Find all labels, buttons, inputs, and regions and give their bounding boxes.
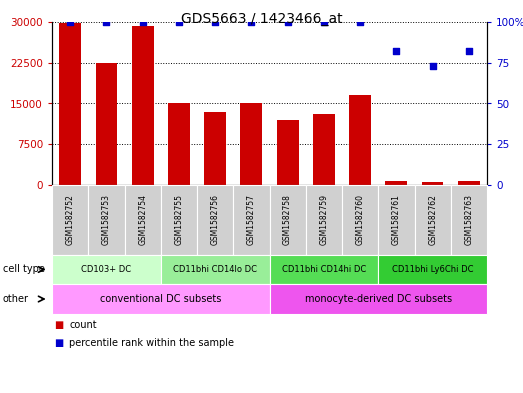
Text: CD103+ DC: CD103+ DC — [81, 265, 131, 274]
Text: monocyte-derived DC subsets: monocyte-derived DC subsets — [305, 294, 452, 304]
Point — [283, 19, 292, 25]
Text: GSM1582762: GSM1582762 — [428, 195, 437, 246]
Text: GSM1582763: GSM1582763 — [464, 195, 473, 246]
Bar — [349, 95, 371, 185]
Text: GSM1582761: GSM1582761 — [392, 195, 401, 246]
Text: GSM1582757: GSM1582757 — [247, 195, 256, 246]
Point — [428, 63, 437, 69]
Text: GSM1582758: GSM1582758 — [283, 195, 292, 246]
Point — [247, 19, 256, 25]
Point — [102, 19, 110, 25]
Text: percentile rank within the sample: percentile rank within the sample — [69, 338, 234, 348]
Text: GSM1582753: GSM1582753 — [102, 195, 111, 246]
Text: conventional DC subsets: conventional DC subsets — [100, 294, 221, 304]
Point — [139, 19, 147, 25]
Text: GSM1582754: GSM1582754 — [138, 195, 147, 246]
Bar — [168, 103, 190, 185]
Bar — [458, 181, 480, 185]
Text: other: other — [3, 294, 29, 304]
Point — [66, 19, 74, 25]
Text: CD11bhi Ly6Chi DC: CD11bhi Ly6Chi DC — [392, 265, 473, 274]
Text: cell type: cell type — [3, 264, 44, 274]
Bar — [313, 114, 335, 185]
Text: CD11bhi CD14lo DC: CD11bhi CD14lo DC — [173, 265, 257, 274]
Bar — [96, 63, 117, 185]
Bar — [422, 182, 444, 185]
Text: ■: ■ — [54, 338, 64, 348]
Text: count: count — [69, 320, 97, 330]
Bar — [59, 23, 81, 185]
Bar — [204, 112, 226, 185]
Point — [356, 19, 365, 25]
Point — [392, 48, 401, 55]
Point — [465, 48, 473, 55]
Bar — [277, 120, 299, 185]
Point — [211, 19, 219, 25]
Text: CD11bhi CD14hi DC: CD11bhi CD14hi DC — [282, 265, 366, 274]
Text: GSM1582755: GSM1582755 — [174, 195, 184, 246]
Bar — [385, 181, 407, 185]
Text: GSM1582752: GSM1582752 — [65, 195, 75, 246]
Point — [175, 19, 183, 25]
Bar — [241, 103, 262, 185]
Bar — [132, 26, 153, 185]
Text: GSM1582759: GSM1582759 — [320, 195, 328, 246]
Point — [320, 19, 328, 25]
Text: GSM1582756: GSM1582756 — [211, 195, 220, 246]
Text: GSM1582760: GSM1582760 — [356, 195, 365, 246]
Text: GDS5663 / 1423466_at: GDS5663 / 1423466_at — [180, 12, 343, 26]
Text: ■: ■ — [54, 320, 64, 330]
